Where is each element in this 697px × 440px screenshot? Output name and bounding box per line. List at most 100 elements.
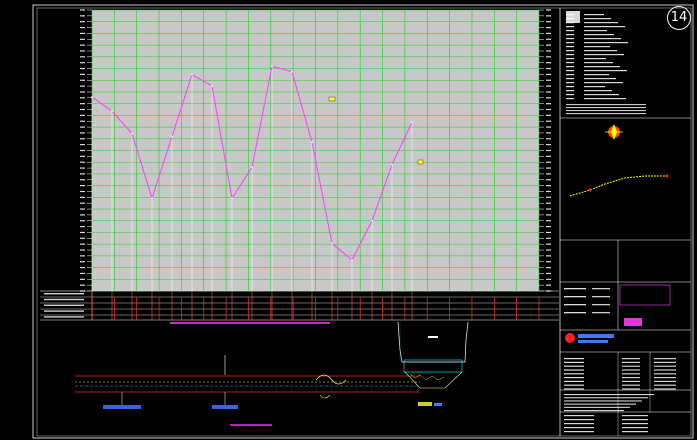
profile-point bbox=[91, 96, 93, 99]
block-label bbox=[564, 388, 584, 390]
block-text bbox=[564, 403, 636, 405]
block-label bbox=[564, 358, 584, 360]
plan-caption-line bbox=[230, 424, 272, 426]
block-label bbox=[564, 369, 584, 371]
block-text bbox=[564, 394, 654, 396]
scale-label bbox=[80, 91, 85, 93]
block-value bbox=[654, 380, 676, 382]
note-line bbox=[584, 70, 627, 72]
block-value bbox=[654, 373, 676, 375]
note-key bbox=[566, 26, 574, 28]
block-text bbox=[564, 419, 594, 421]
scale-label bbox=[80, 185, 85, 187]
note-key bbox=[566, 54, 574, 56]
scale-label bbox=[80, 161, 85, 163]
scale-label bbox=[80, 108, 85, 111]
scale-label bbox=[546, 38, 551, 40]
block-label bbox=[564, 304, 586, 306]
plot-marker-1[interactable] bbox=[328, 96, 336, 102]
scale-label bbox=[80, 26, 85, 29]
block-value bbox=[654, 361, 676, 363]
scale-label bbox=[80, 9, 85, 11]
block-label bbox=[564, 296, 586, 298]
scale-label bbox=[546, 97, 551, 99]
plan-view bbox=[75, 355, 420, 409]
scale-label bbox=[80, 231, 85, 234]
scale-label bbox=[546, 62, 551, 64]
profile-point bbox=[251, 166, 253, 169]
scale-label bbox=[80, 120, 85, 122]
note-key bbox=[566, 58, 574, 60]
scale-label bbox=[546, 196, 551, 198]
scale-label bbox=[80, 190, 85, 193]
scale-label bbox=[546, 173, 551, 175]
block-label bbox=[564, 377, 584, 379]
note-line bbox=[584, 54, 624, 56]
scale-label bbox=[80, 114, 85, 116]
block-text bbox=[622, 431, 648, 433]
scale-label bbox=[546, 190, 551, 193]
note-key bbox=[566, 46, 574, 48]
scale-label bbox=[546, 266, 551, 269]
scale-label bbox=[80, 208, 85, 210]
block-text bbox=[622, 423, 648, 425]
scale-label bbox=[546, 9, 551, 11]
scale-label bbox=[80, 103, 85, 105]
scale-label bbox=[80, 249, 85, 251]
block-value bbox=[622, 384, 640, 386]
scale-label bbox=[546, 161, 551, 163]
scale-label bbox=[546, 50, 551, 52]
profile-point bbox=[311, 141, 313, 143]
scale-label bbox=[80, 226, 85, 228]
scale-label bbox=[80, 50, 85, 52]
scale-label bbox=[546, 155, 551, 157]
note-line bbox=[566, 113, 646, 115]
block-value bbox=[622, 365, 640, 367]
note-line bbox=[584, 22, 618, 24]
scale-label bbox=[546, 255, 551, 257]
note-line bbox=[566, 110, 646, 112]
block-value bbox=[654, 388, 676, 390]
section-caption-line bbox=[170, 322, 330, 324]
block-text bbox=[564, 400, 642, 402]
note-key bbox=[566, 30, 574, 32]
scale-label bbox=[80, 132, 85, 134]
scale-label bbox=[546, 179, 551, 181]
profile-point bbox=[111, 110, 113, 113]
block-text bbox=[622, 419, 648, 421]
scale-label bbox=[80, 32, 85, 35]
block-value bbox=[622, 377, 640, 379]
band-row-label bbox=[44, 310, 84, 312]
block-text bbox=[564, 423, 594, 425]
scale-label bbox=[80, 73, 85, 75]
scale-label bbox=[546, 214, 551, 216]
profile-point bbox=[411, 121, 413, 124]
scale-label bbox=[80, 149, 85, 152]
block-label bbox=[564, 384, 584, 386]
band-row-label bbox=[44, 304, 84, 306]
scale-label bbox=[80, 79, 85, 81]
scale-label bbox=[546, 85, 551, 87]
scale-label bbox=[546, 202, 551, 204]
plot-marker-2[interactable] bbox=[417, 159, 424, 165]
profile-point bbox=[211, 84, 213, 87]
scale-label bbox=[546, 149, 551, 152]
note-key bbox=[566, 90, 574, 92]
note-line bbox=[584, 30, 607, 32]
scale-label bbox=[80, 196, 85, 198]
block-value bbox=[592, 288, 610, 290]
left-scale bbox=[80, 9, 92, 292]
note-key bbox=[566, 94, 574, 96]
scale-label bbox=[546, 91, 551, 93]
block-text bbox=[564, 415, 594, 417]
note-line bbox=[584, 46, 610, 48]
sheet-border bbox=[32, 4, 694, 439]
block-label bbox=[564, 365, 584, 367]
block-value bbox=[622, 380, 640, 382]
note-key bbox=[566, 62, 574, 64]
profile-curve bbox=[91, 65, 413, 261]
note-line bbox=[584, 26, 625, 28]
scale-label bbox=[546, 120, 551, 122]
